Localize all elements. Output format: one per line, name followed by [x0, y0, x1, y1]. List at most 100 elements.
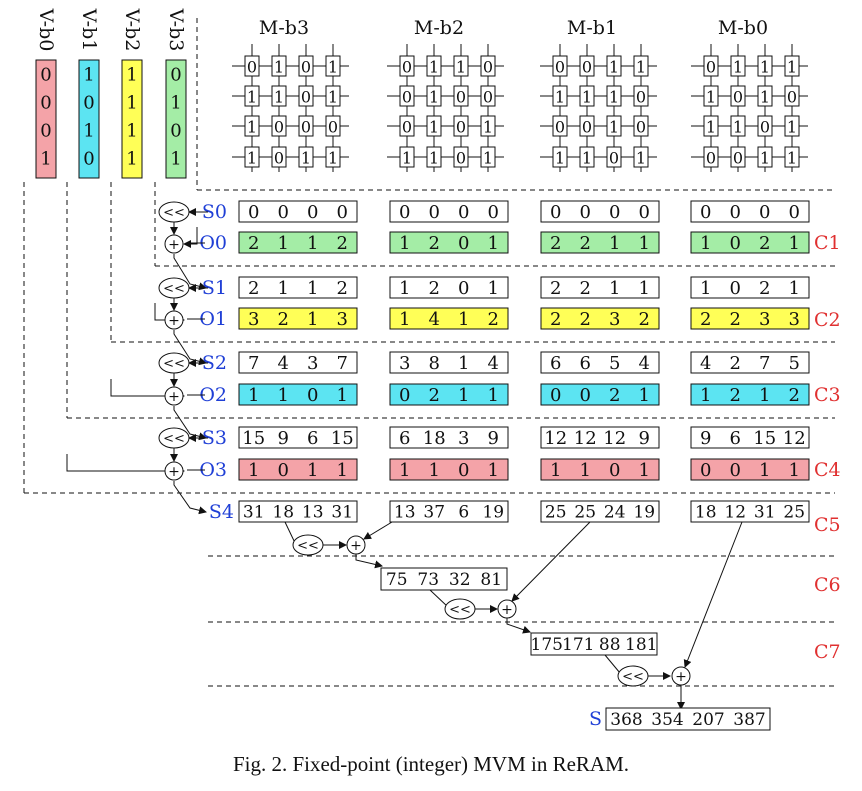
- c6-add-input: [511, 521, 591, 602]
- shift-register-box-value: 4: [700, 353, 711, 374]
- partial-output-box-value: 1: [307, 460, 318, 481]
- shift-register-box-frame: [389, 351, 509, 374]
- output-label: O2: [199, 384, 227, 406]
- cell-box: [426, 146, 442, 168]
- cell-box: [325, 55, 341, 77]
- partial-output-box-value: 0: [399, 385, 410, 406]
- cell-value: 0: [609, 149, 619, 168]
- shift-register-box-value: 9: [488, 428, 499, 449]
- partial-output-box-value: 2: [278, 309, 289, 330]
- cell-box: [298, 115, 314, 137]
- shift-register-label: S3: [202, 427, 227, 449]
- cell-value: 1: [636, 149, 646, 168]
- cell-value: 0: [706, 58, 716, 77]
- partial-output-box-value: 3: [609, 309, 620, 330]
- partial-output-box-value: 1: [488, 233, 499, 254]
- cell-box: [298, 146, 314, 168]
- cell-box: [325, 115, 341, 137]
- cell-box: [426, 115, 442, 137]
- crossbar-m-b3: M-b30 1 0 11 1 0 11 0 0 01 0 1 1: [232, 17, 349, 172]
- shift-register-box-value: 0: [307, 202, 318, 223]
- cell-value: 0: [483, 88, 493, 107]
- shift-register-box-value: 0: [580, 202, 591, 223]
- cell-box: [244, 115, 260, 137]
- vector-box: [78, 59, 100, 179]
- shift-register-box-value: 0: [278, 202, 289, 223]
- cell-value: 1: [247, 118, 257, 137]
- cell-box: [480, 85, 496, 107]
- cell-box: [271, 115, 287, 137]
- crossbar-m-b2: M-b20 1 1 00 1 0 00 1 0 11 1 0 1: [387, 17, 504, 172]
- cell-value: 0: [402, 88, 412, 107]
- crossbar-matrices: M-b30 1 0 11 1 0 11 0 0 01 0 1 1M-b20 1 1 00 1 0 00 1 0 11 1 0 1…: [232, 17, 808, 172]
- s4-box-value: 18: [272, 503, 294, 523]
- partial-output-box-value: 0: [550, 385, 561, 406]
- cell-box: [399, 115, 415, 137]
- cell-box: [552, 115, 568, 137]
- shift-register-box-value: 0: [458, 202, 469, 223]
- shift-register-box-frame: [389, 276, 509, 299]
- partial-output-box-frame: [389, 231, 509, 254]
- partial-output-box-value: 2: [609, 385, 620, 406]
- vector-value: 0: [40, 65, 51, 86]
- final-result-box-frame: [605, 707, 771, 731]
- shift-register-box-frame: [238, 276, 358, 299]
- partial-output-box-value: 0: [458, 233, 469, 254]
- cell-value: 1: [402, 149, 412, 168]
- vector-value: 0: [170, 121, 181, 142]
- cell-value: 1: [609, 118, 619, 137]
- cell-value: 1: [429, 149, 439, 168]
- shift-register-box-value: 0: [639, 202, 650, 223]
- shift-register-box-frame: [389, 426, 509, 449]
- shift-register-box-frame: [238, 200, 358, 223]
- vector-value: 1: [40, 149, 51, 170]
- cell-box: [606, 115, 622, 137]
- vector-value: 1: [126, 121, 137, 142]
- shift-register-box-value: 9: [639, 428, 650, 449]
- cell-box: [784, 85, 800, 107]
- shift-register-box-value: 1: [700, 278, 711, 299]
- c6-partial-box-value: 73: [417, 570, 439, 590]
- shift-op-label: <<: [163, 206, 185, 221]
- shift-register-box-value: 4: [639, 353, 650, 374]
- cycle-labels: C1 C2 C3 C4 C5 C6 C7: [814, 232, 841, 663]
- partial-output-box-value: 0: [700, 460, 711, 481]
- cell-value: 0: [787, 88, 797, 107]
- shift-register-box-value: 0: [700, 202, 711, 223]
- partial-output-box-frame: [540, 231, 660, 254]
- cycle-label: C1: [814, 232, 841, 254]
- s4-label: S4: [209, 501, 234, 523]
- cell-box: [271, 146, 287, 168]
- shift-register-label: S1: [202, 277, 227, 299]
- shift-register-box-value: 6: [550, 353, 561, 374]
- shift-register-box-value: 9: [278, 428, 289, 449]
- cell-box: [703, 115, 719, 137]
- cell-value: 1: [609, 88, 619, 107]
- shift-register-box-frame: [690, 276, 810, 299]
- partial-output-box-value: 1: [248, 460, 259, 481]
- cell-value: 1: [328, 149, 338, 168]
- s4-box-value: 31: [754, 503, 776, 523]
- partial-output-box-value: 2: [730, 385, 741, 406]
- shift-register-box-value: 12: [544, 428, 567, 449]
- shift-register-box-value: 1: [609, 278, 620, 299]
- s4-box-value: 25: [783, 503, 805, 523]
- shift-register-box-value: 4: [278, 353, 289, 374]
- partial-output-box-value: 3: [248, 309, 259, 330]
- shift-register-box-frame: [690, 426, 810, 449]
- matrix-label: M-b2: [414, 17, 464, 39]
- cell-box: [703, 55, 719, 77]
- cell-value: 0: [456, 149, 466, 168]
- input-vector-v-b1: V-b1 1 0 1 0: [78, 8, 100, 179]
- cycle-label: C6: [814, 574, 841, 596]
- shift-register-box-frame: [238, 351, 358, 374]
- partial-output-box-value: 0: [458, 460, 469, 481]
- shift-register-box-frame: [540, 351, 660, 374]
- partial-output-box-value: 1: [278, 233, 289, 254]
